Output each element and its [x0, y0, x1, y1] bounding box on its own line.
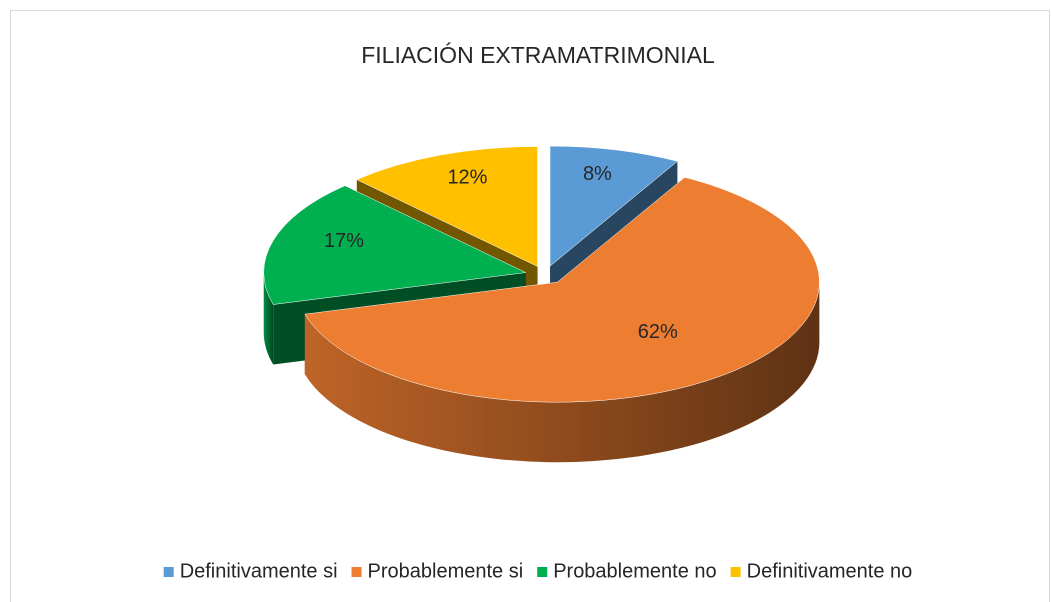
slice-side — [263, 272, 274, 365]
slice-top — [549, 145, 678, 267]
slice-side — [304, 282, 820, 463]
legend-swatch — [730, 567, 741, 577]
legend-label: Probablemente no — [553, 560, 716, 582]
data-label: 8% — [583, 163, 612, 185]
slice-top — [356, 146, 538, 267]
data-label: 17% — [324, 230, 364, 252]
slice-top — [263, 185, 527, 305]
legend-label: Definitivamente si — [180, 560, 338, 582]
legend-label: Definitivamente no — [747, 560, 913, 582]
data-label: 12% — [447, 167, 487, 189]
pie-slice — [304, 177, 820, 463]
legend-swatch — [163, 567, 174, 577]
legend-swatch — [351, 567, 362, 577]
slice-top — [304, 177, 820, 403]
chart-title: FILIACIÓN EXTRAMATRIMONIAL — [361, 42, 715, 68]
data-label: 62% — [638, 321, 678, 343]
legend-swatch — [537, 567, 548, 577]
legend-label: Probablemente si — [368, 560, 524, 582]
